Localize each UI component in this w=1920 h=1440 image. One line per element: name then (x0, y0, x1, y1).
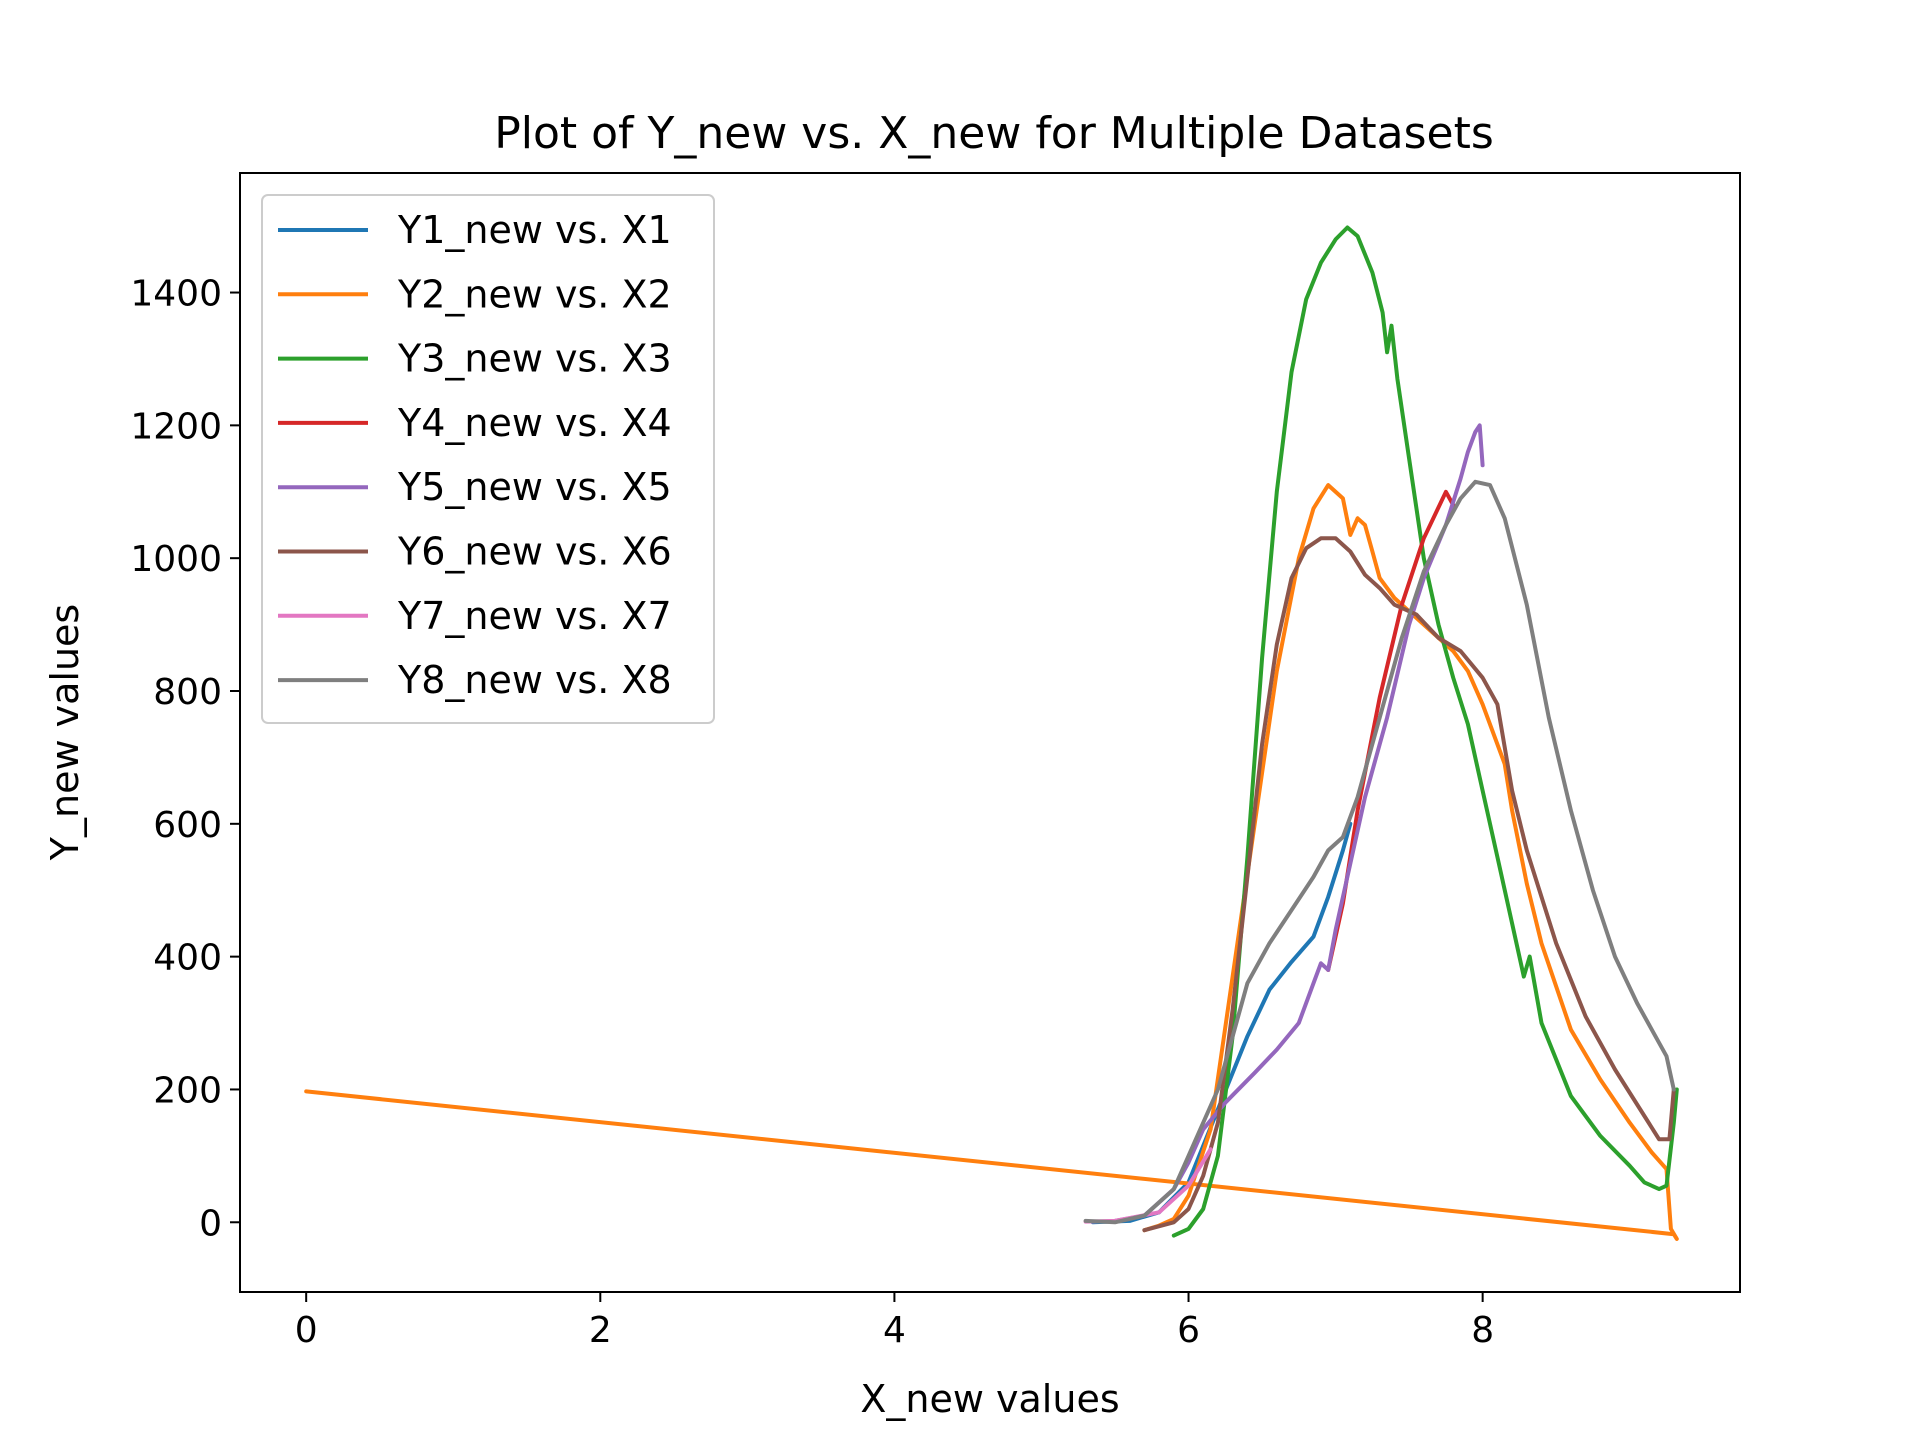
series-line-8 (1083, 479, 1676, 1225)
legend-label-5: Y5_new vs. X5 (397, 465, 672, 509)
series-line-5 (1113, 423, 1485, 1223)
legend-label-3: Y3_new vs. X3 (397, 337, 672, 381)
y-tick-label: 1000 (130, 539, 222, 580)
x-tick-label: 8 (1471, 1310, 1494, 1351)
x-tick-label: 4 (883, 1310, 906, 1351)
y-tick-label: 0 (199, 1203, 222, 1244)
y-tick-label: 1400 (130, 274, 222, 315)
y-axis: 0 200 400 600 800 1000 1200 1400 (130, 274, 240, 1244)
x-axis-label: X_new values (860, 1377, 1119, 1421)
legend-label-4: Y4_new vs. X4 (397, 401, 672, 445)
series-line-6 (1142, 536, 1676, 1233)
legend-label-2: Y2_new vs. X2 (397, 272, 672, 316)
series-layer (304, 225, 1679, 1241)
legend-box (261, 194, 715, 724)
y-tick-label: 400 (153, 938, 222, 979)
y-tick-label: 200 (153, 1070, 222, 1111)
x-tick-label: 2 (589, 1310, 612, 1351)
chart-title: Plot of Y_new vs. X_new for Multiple Dat… (494, 108, 1494, 159)
legend-label-8: Y8_new vs. X8 (397, 658, 672, 702)
y-axis-label: Y_new values (43, 604, 87, 861)
x-tick-label: 0 (295, 1310, 318, 1351)
x-axis: 0 2 4 6 8 (295, 1292, 1494, 1351)
x-tick-label: 6 (1177, 1310, 1200, 1351)
y-tick-label: 600 (153, 805, 222, 846)
plot-frame (239, 172, 1741, 1293)
y-tick-label: 1200 (130, 406, 222, 447)
y-tick-label: 800 (153, 672, 222, 713)
legend-label-6: Y6_new vs. X6 (397, 530, 672, 574)
legend-label-1: Y1_new vs. X1 (397, 208, 672, 252)
legend: Y1_new vs. X1 Y2_new vs. X2 Y3_new vs. X3 Y… (261, 194, 715, 724)
legend-label-7: Y7_new vs. X7 (397, 594, 672, 638)
series-line-3 (1171, 225, 1679, 1238)
